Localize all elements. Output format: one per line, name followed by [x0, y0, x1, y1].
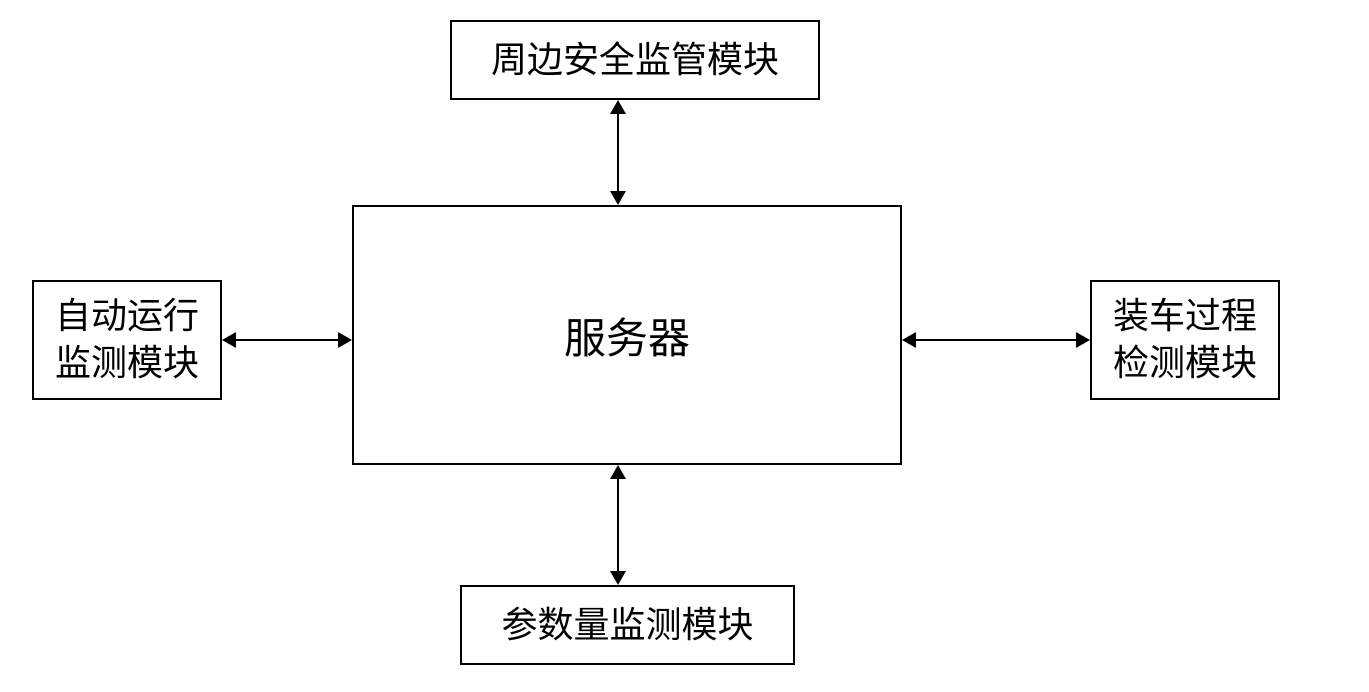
node-parameter-monitoring: 参数量监测模块: [460, 585, 795, 665]
node-loading-process: 装车过程 检测模块: [1090, 280, 1280, 400]
edge-bottom-arrowhead-down: [610, 571, 626, 585]
node-server: 服务器: [352, 205, 902, 465]
edge-right-arrowhead-right: [1076, 332, 1090, 348]
node-loading-label-1: 装车过程: [1113, 293, 1257, 340]
edge-right-arrowhead-left: [902, 332, 916, 348]
edge-top-arrowhead-down: [610, 191, 626, 205]
node-auto-label-1: 自动运行: [55, 293, 199, 340]
edge-left-line: [234, 339, 340, 341]
node-security-label: 周边安全监管模块: [491, 37, 779, 84]
node-auto-label-2: 监测模块: [55, 340, 199, 387]
node-auto-operation: 自动运行 监测模块: [32, 280, 222, 400]
edge-top-arrowhead-up: [610, 100, 626, 114]
edge-left-arrowhead-left: [222, 332, 236, 348]
node-server-label: 服务器: [564, 305, 690, 366]
node-loading-label-2: 检测模块: [1113, 340, 1257, 387]
edge-bottom-line: [617, 477, 619, 573]
node-security-supervision: 周边安全监管模块: [450, 20, 820, 100]
node-parameter-label: 参数量监测模块: [501, 602, 753, 649]
edge-bottom-arrowhead-up: [610, 465, 626, 479]
edge-right-line: [914, 339, 1078, 341]
edge-top-line: [617, 112, 619, 193]
edge-left-arrowhead-right: [338, 332, 352, 348]
